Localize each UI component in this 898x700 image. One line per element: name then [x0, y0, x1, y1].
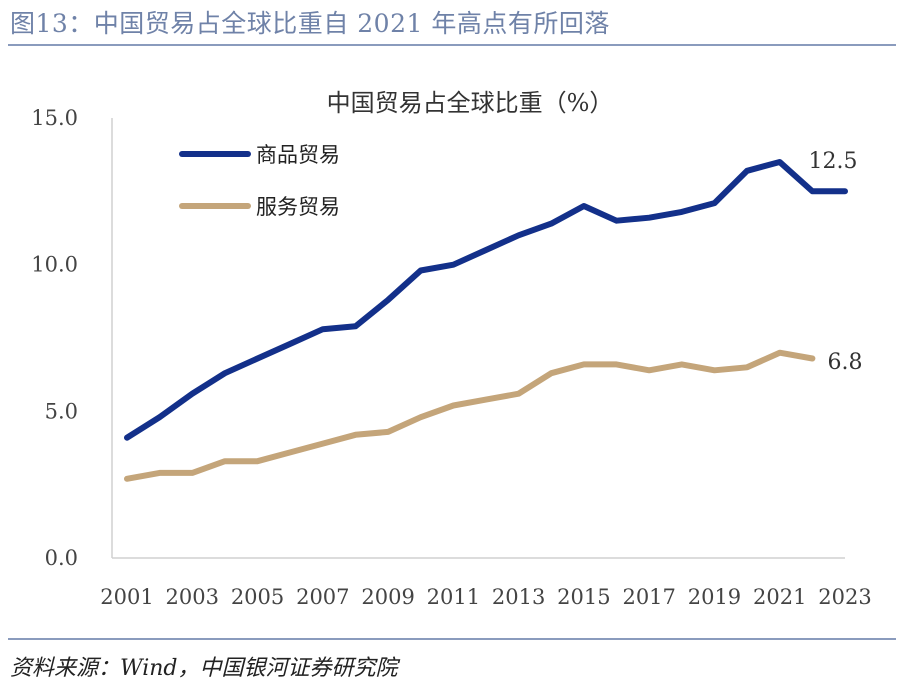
- figure-title: 图13：中国贸易占全球比重自 2021 年高点有所回落: [10, 9, 610, 38]
- x-tick-label: 2003: [166, 585, 219, 609]
- series-line-goods: [124, 159, 848, 441]
- y-axis: 0.0 5.0 10.0 15.0: [31, 106, 113, 570]
- x-tick-label: 2017: [622, 585, 675, 609]
- legend: 商品贸易 服务贸易: [179, 143, 340, 219]
- series-line-services: [124, 349, 816, 482]
- legend-label-goods: 商品贸易: [256, 143, 340, 167]
- x-tick-label: 2023: [818, 585, 871, 609]
- x-tick-label: 2021: [753, 585, 806, 609]
- x-tick-label: 2005: [231, 585, 284, 609]
- top-divider: [8, 44, 896, 46]
- x-tick-label: 2001: [100, 585, 153, 609]
- y-tick-label: 5.0: [45, 399, 78, 423]
- x-axis: 2001 2003 2005 2007 2009 2011 2013 2015 2017 2019…: [100, 557, 872, 609]
- y-tick-label: 15.0: [31, 106, 78, 130]
- x-tick-label: 2009: [361, 585, 414, 609]
- bottom-divider: [8, 638, 896, 640]
- legend-label-services: 服务贸易: [256, 195, 340, 219]
- x-tick-label: 2015: [557, 585, 610, 609]
- series-lines: [124, 159, 848, 482]
- source-note: 资料来源：Wind，中国银河证券研究院: [10, 656, 398, 681]
- chart-title: 中国贸易占全球比重（%）: [327, 89, 614, 117]
- x-tick-label: 2007: [296, 585, 349, 609]
- end-label-goods: 12.5: [809, 149, 858, 174]
- y-tick-label: 0.0: [45, 546, 78, 570]
- line-chart: 中国贸易占全球比重（%） 0.0 5.0 10.0 15.0 2001 2003 2005…: [31, 89, 872, 609]
- y-tick-label: 10.0: [31, 253, 78, 277]
- x-tick-label: 2013: [492, 585, 545, 609]
- x-tick-label: 2011: [427, 585, 480, 609]
- x-tick-label: 2019: [688, 585, 741, 609]
- end-label-services: 6.8: [828, 350, 863, 375]
